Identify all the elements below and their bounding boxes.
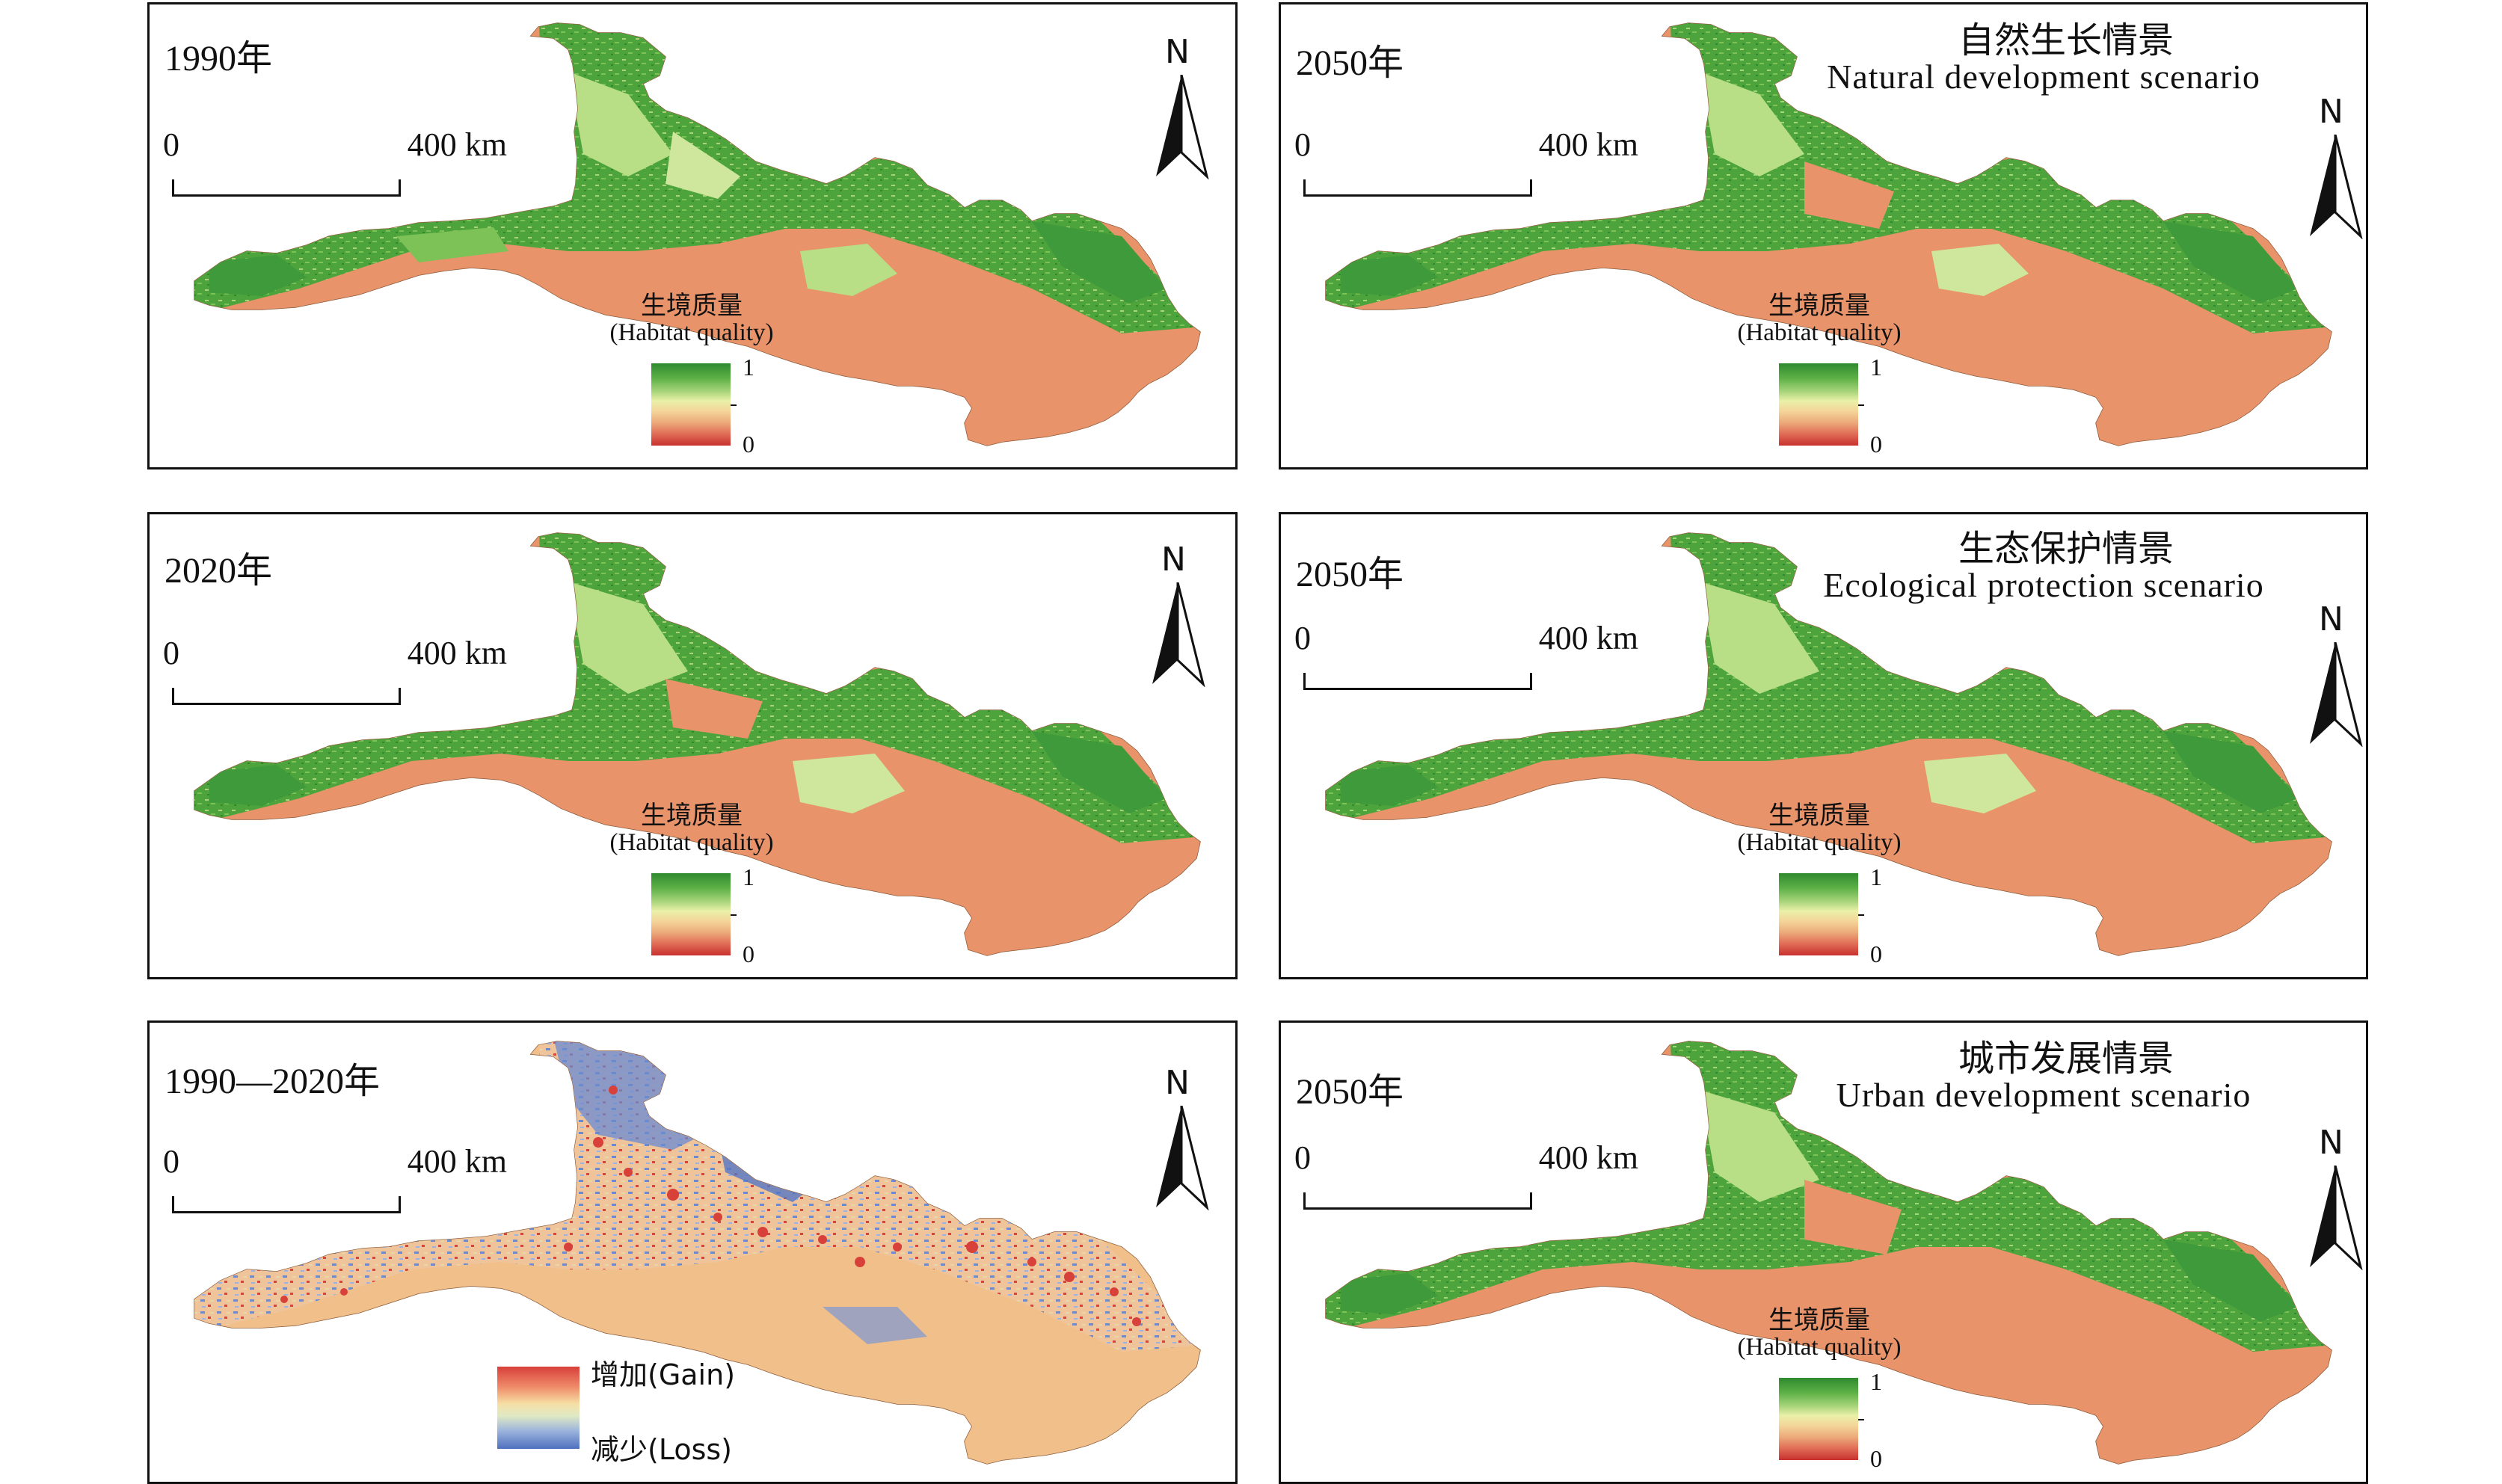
scenario-name-cn: 生态保护情景 xyxy=(1958,528,2174,570)
change-legend-ramp xyxy=(497,1367,580,1449)
scale-bar: 0 400 km xyxy=(163,126,507,197)
scale-line xyxy=(172,1196,401,1213)
north-arrow: N xyxy=(2305,93,2365,239)
scale-line xyxy=(1303,179,1532,197)
scale-bar: 0 400 km xyxy=(1294,126,1638,197)
scale-bar: 0 400 km xyxy=(163,634,507,705)
scenario-name-cn: 城市发展情景 xyxy=(1958,1038,2174,1080)
habitat-change-map xyxy=(194,1041,1201,1465)
north-arrow-icon xyxy=(1156,75,1209,179)
legend-gain: 增加(Gain) xyxy=(591,1358,736,1391)
scale-max: 400 km xyxy=(407,1143,507,1180)
legend-low: 0 xyxy=(743,431,754,458)
habitat-map-2020 xyxy=(194,532,1201,956)
legend-title-cn: 生境质量 xyxy=(1768,801,1870,831)
north-arrow-icon xyxy=(2310,642,2363,747)
legend-title-cn: 生境质量 xyxy=(1768,1305,1870,1335)
legend-high: 1 xyxy=(1870,863,1882,890)
scenario-name-en: Urban development scenario xyxy=(1836,1076,2252,1114)
panel-year: 2050年 xyxy=(1296,555,1404,594)
scenario-name-en: Natural development scenario xyxy=(1827,58,2260,96)
north-arrow-icon xyxy=(1156,1106,1209,1210)
north-arrow: N xyxy=(1152,33,1211,179)
north-label: N xyxy=(2319,1124,2343,1162)
scale-line xyxy=(1303,673,1532,690)
panel-year: 1990年 xyxy=(165,39,273,78)
legend-color-ramp xyxy=(1779,1378,1858,1460)
legend-low: 0 xyxy=(743,940,754,967)
scenario-name-cn: 自然生长情景 xyxy=(1958,19,2174,61)
legend-title-cn: 生境质量 xyxy=(641,801,743,831)
scale-zero: 0 xyxy=(1294,1139,1311,1176)
north-label: N xyxy=(1165,33,1190,71)
north-arrow: N xyxy=(1148,541,1208,687)
north-arrow: N xyxy=(2305,600,2365,747)
north-label: N xyxy=(1161,541,1186,579)
scale-bar: 0 400 km xyxy=(1294,1139,1638,1210)
legend-color-ramp xyxy=(651,363,731,446)
scale-zero: 0 xyxy=(1294,126,1311,163)
legend-title-en: (Habitat quality) xyxy=(1737,1334,1902,1361)
map-panel-2020: 2020年 0 400 km N 生境质量 (Habitat quality) … xyxy=(147,512,1238,979)
legend-title-cn: 生境质量 xyxy=(1768,291,1870,321)
legend-title-en: (Habitat quality) xyxy=(1737,829,1902,856)
map-panel-2050-natural: 2050年 自然生长情景 Natural development scenari… xyxy=(1279,2,2368,469)
north-label: N xyxy=(2319,600,2343,638)
north-label: N xyxy=(1165,1064,1190,1102)
scale-max: 400 km xyxy=(407,635,507,671)
legend-high: 1 xyxy=(1870,354,1882,381)
panel-year: 2020年 xyxy=(165,551,273,591)
panel-year: 2050年 xyxy=(1296,1072,1404,1112)
legend-low: 0 xyxy=(1870,940,1882,967)
scale-zero: 0 xyxy=(1294,620,1311,656)
scale-line xyxy=(172,179,401,197)
legend-title-en: (Habitat quality) xyxy=(609,829,774,856)
legend-title-en: (Habitat quality) xyxy=(1737,319,1902,346)
legend-low: 0 xyxy=(1870,1445,1882,1472)
legend-high: 1 xyxy=(743,354,754,381)
legend-high: 1 xyxy=(1870,1368,1882,1395)
legend-color-ramp xyxy=(1779,873,1858,955)
scenario-name-en: Ecological protection scenario xyxy=(1823,566,2264,604)
legend-title-cn: 生境质量 xyxy=(641,291,743,321)
scale-max: 400 km xyxy=(1538,620,1638,656)
north-arrow-icon xyxy=(2310,135,2363,239)
north-arrow: N xyxy=(1152,1064,1211,1210)
map-panel-change-1990-2020: 1990—2020年 0 400 km N 增加(Gain) 减少(Loss) xyxy=(147,1020,1238,1484)
scale-zero: 0 xyxy=(163,635,179,671)
north-arrow-icon xyxy=(1152,582,1205,687)
legend-color-ramp xyxy=(651,873,731,955)
scale-bar: 0 400 km xyxy=(163,1142,507,1213)
scale-bar: 0 400 km xyxy=(1294,619,1638,690)
habitat-map-2050-ecological xyxy=(1325,532,2332,956)
panel-year: 2050年 xyxy=(1296,43,1404,83)
legend-color-ramp xyxy=(1779,363,1858,446)
legend-title-en: (Habitat quality) xyxy=(609,319,774,346)
panel-year: 1990—2020年 xyxy=(165,1062,381,1101)
scale-zero: 0 xyxy=(163,1143,179,1180)
legend-low: 0 xyxy=(1870,431,1882,458)
scale-line xyxy=(1303,1192,1532,1210)
map-panel-1990: 1990年 0 400 km N 生境质量 (Habitat quality) … xyxy=(147,2,1238,469)
scale-max: 400 km xyxy=(1538,126,1638,163)
north-label: N xyxy=(2319,93,2343,131)
scale-max: 400 km xyxy=(407,126,507,163)
legend-high: 1 xyxy=(743,863,754,890)
scale-zero: 0 xyxy=(163,126,179,163)
north-arrow: N xyxy=(2305,1124,2365,1270)
scale-line xyxy=(172,688,401,705)
map-panel-2050-ecological: 2050年 生态保护情景 Ecological protection scena… xyxy=(1279,512,2368,979)
scale-max: 400 km xyxy=(1538,1139,1638,1176)
north-arrow-icon xyxy=(2310,1166,2363,1270)
legend-loss: 减少(Loss) xyxy=(591,1433,732,1466)
map-panel-2050-urban: 2050年 城市发展情景 Urban development scenario … xyxy=(1279,1020,2368,1484)
